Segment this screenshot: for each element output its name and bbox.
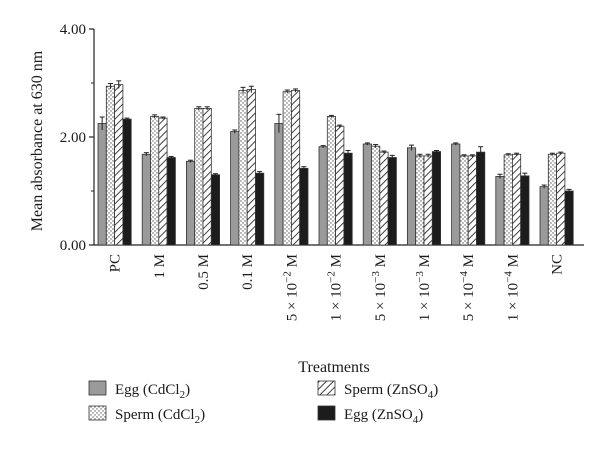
bar xyxy=(335,125,345,246)
bar xyxy=(503,154,513,246)
x-tick-label: PC xyxy=(108,254,124,272)
bar xyxy=(114,84,124,246)
legend-label: Egg (ZnSO4) xyxy=(344,407,423,426)
bar xyxy=(415,155,425,246)
legend-item: Sperm (ZnSO4) xyxy=(317,380,438,401)
legend-item: Egg (ZnSO4) xyxy=(317,405,423,426)
bar xyxy=(326,116,336,246)
x-tick-label: 0.1 M xyxy=(240,254,256,290)
legend-label: Sperm (CdCl2) xyxy=(115,407,205,426)
legend-swatch xyxy=(88,405,107,421)
legend-swatch xyxy=(317,405,336,421)
bar xyxy=(547,153,557,246)
bar xyxy=(150,116,160,246)
bar xyxy=(387,157,397,246)
bar xyxy=(166,157,176,246)
y-tick-label: 0.00 xyxy=(60,238,86,254)
legend-swatch xyxy=(88,380,107,396)
bars xyxy=(97,80,574,246)
x-tick-label: NC xyxy=(550,254,566,275)
bar xyxy=(274,123,284,246)
legend-label: Egg (CdCl2) xyxy=(115,382,190,401)
bar xyxy=(467,155,477,246)
bar xyxy=(406,147,417,246)
bar xyxy=(230,131,240,246)
legend-swatch xyxy=(317,380,336,396)
bar xyxy=(459,155,469,246)
legend-label: Sperm (ZnSO4) xyxy=(344,382,438,401)
bar xyxy=(539,186,549,246)
bar xyxy=(105,85,116,246)
bar xyxy=(343,152,353,246)
bar xyxy=(512,153,522,246)
bar xyxy=(451,143,461,246)
bar xyxy=(476,151,486,246)
tick-labels: PC 1 M 0.5 M 0.1 M 5 × 10−2 M 1 × 10−2 M 5 × 1… xyxy=(108,254,566,321)
bar xyxy=(290,90,301,246)
bar xyxy=(556,152,566,246)
bar xyxy=(255,172,265,246)
bar xyxy=(431,151,441,246)
bar xyxy=(495,176,505,246)
bar xyxy=(379,151,389,246)
bar xyxy=(246,89,256,246)
bar xyxy=(210,174,221,246)
bar xyxy=(318,146,328,246)
bar xyxy=(564,190,574,246)
x-tick-label: 1 M xyxy=(152,254,168,279)
bar xyxy=(185,160,196,246)
bar xyxy=(362,143,372,246)
y-tick-label: 2.00 xyxy=(60,130,86,146)
bar xyxy=(423,155,433,246)
bar xyxy=(158,117,168,246)
bar xyxy=(141,153,151,246)
bar xyxy=(238,90,248,246)
bar xyxy=(202,107,212,246)
y-axis-title: Mean absorbance at 630 nm xyxy=(29,50,46,231)
x-tick-label: 1 × 10−4 M xyxy=(502,254,521,321)
x-tick-label: 5 × 10−3 M xyxy=(370,254,389,321)
bar xyxy=(282,91,292,246)
y-tick-label: 4.00 xyxy=(60,22,86,38)
bar xyxy=(520,175,530,246)
x-tick-label: 1 × 10−3 M xyxy=(414,254,433,321)
bar xyxy=(194,107,204,246)
x-axis-title: Treatments xyxy=(298,359,369,376)
bar xyxy=(122,118,132,246)
x-tick-label: 0.5 M xyxy=(196,254,212,290)
x-tick-label: 5 × 10−4 M xyxy=(458,254,477,321)
x-tick-label: 5 × 10−2 M xyxy=(281,254,300,321)
bar xyxy=(371,145,381,246)
bar xyxy=(299,167,309,246)
legend-item: Egg (CdCl2) xyxy=(88,380,190,401)
legend: Egg (CdCl2) Sperm (CdCl2) Sperm (ZnSO4) Egg… xyxy=(88,380,438,426)
x-tick-label: 1 × 10−2 M xyxy=(326,254,345,321)
bar xyxy=(97,123,107,246)
legend-item: Sperm (CdCl2) xyxy=(88,405,205,426)
